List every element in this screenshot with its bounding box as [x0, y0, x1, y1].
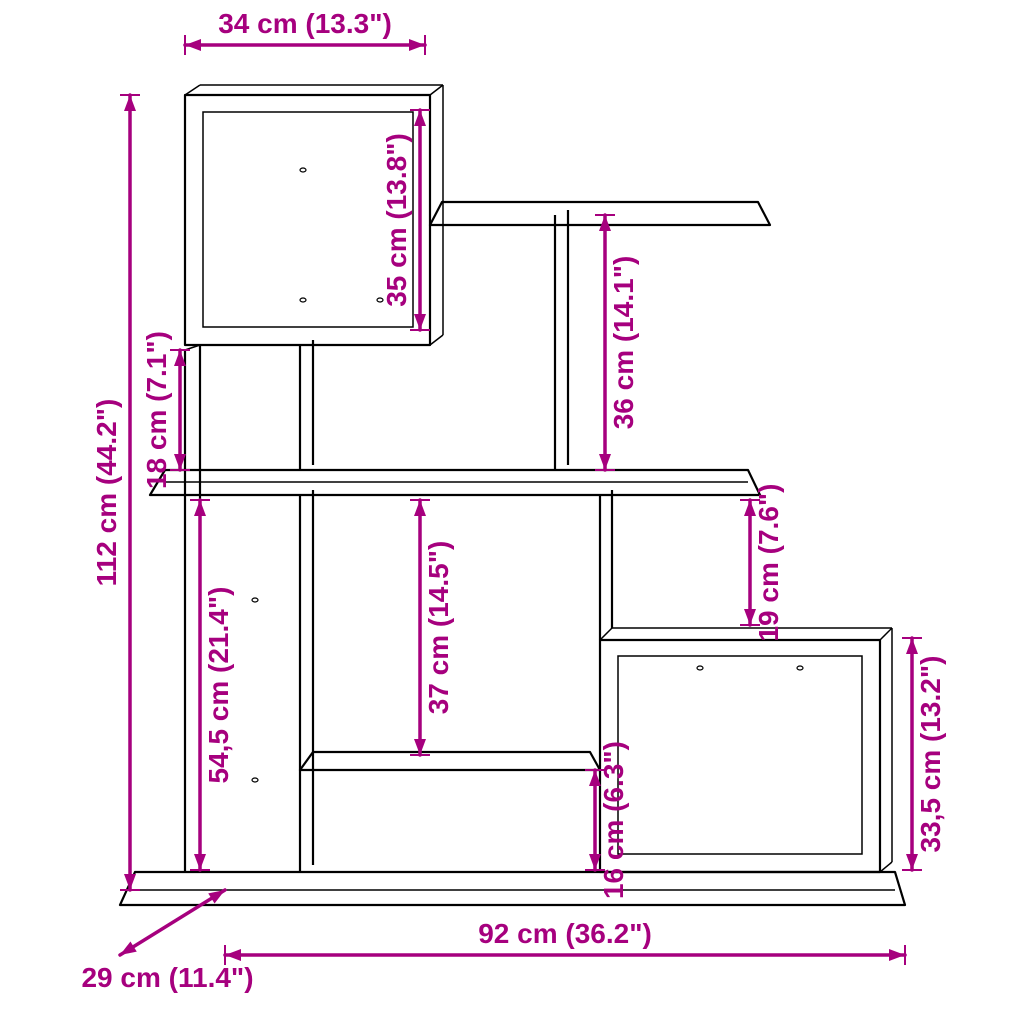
- dimension-label: 37 cm (14.5"): [423, 541, 454, 715]
- dimension-label: 54,5 cm (21.4"): [203, 587, 234, 784]
- dimension-label: 19 cm (7.6"): [753, 483, 784, 641]
- dimension-label: 34 cm (13.3"): [218, 8, 392, 39]
- dimension-label: 112 cm (44.2"): [91, 399, 122, 587]
- dimension-label: 18 cm (7.1"): [141, 331, 172, 489]
- dimension-label: 92 cm (36.2"): [478, 918, 652, 949]
- dimension-label: 35 cm (13.8"): [381, 133, 412, 307]
- dimension-label: 16 cm (6.3"): [598, 741, 629, 899]
- furniture-outline: [120, 85, 905, 905]
- dimension-drawing: 34 cm (13.3") 112 cm (44.2") 29 cm (11.4")…: [0, 0, 1024, 1024]
- dimension-label: 33,5 cm (13.2"): [915, 656, 946, 853]
- dimension-label: 29 cm (11.4"): [81, 962, 253, 993]
- dimension-lines: 34 cm (13.3") 112 cm (44.2") 29 cm (11.4")…: [81, 8, 946, 993]
- dimension-label: 36 cm (14.1"): [608, 256, 639, 430]
